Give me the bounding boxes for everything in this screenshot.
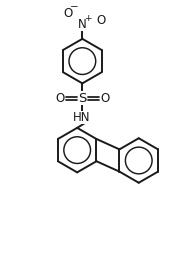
Text: O: O [100,92,109,105]
Text: N: N [78,18,87,31]
Text: HN: HN [73,111,90,124]
Text: O: O [55,92,65,105]
Text: O: O [63,7,72,20]
Text: −: − [70,2,79,12]
Text: S: S [78,92,87,105]
Text: +: + [84,14,91,23]
Text: O: O [96,14,106,27]
